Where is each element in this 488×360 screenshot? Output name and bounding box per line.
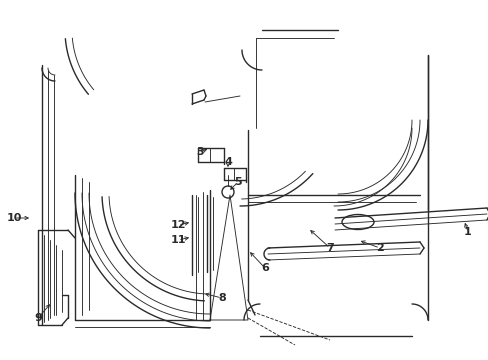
Text: 2: 2 <box>375 243 383 253</box>
Text: 10: 10 <box>6 213 21 223</box>
Text: 4: 4 <box>224 157 231 167</box>
Text: 1: 1 <box>463 227 471 237</box>
Text: 3: 3 <box>196 147 203 157</box>
Text: 7: 7 <box>325 243 333 253</box>
Text: 11: 11 <box>170 235 185 245</box>
Text: 6: 6 <box>261 263 268 273</box>
Text: 8: 8 <box>218 293 225 303</box>
Text: 12: 12 <box>170 220 185 230</box>
Text: 5: 5 <box>234 177 242 187</box>
Text: 9: 9 <box>34 313 42 323</box>
